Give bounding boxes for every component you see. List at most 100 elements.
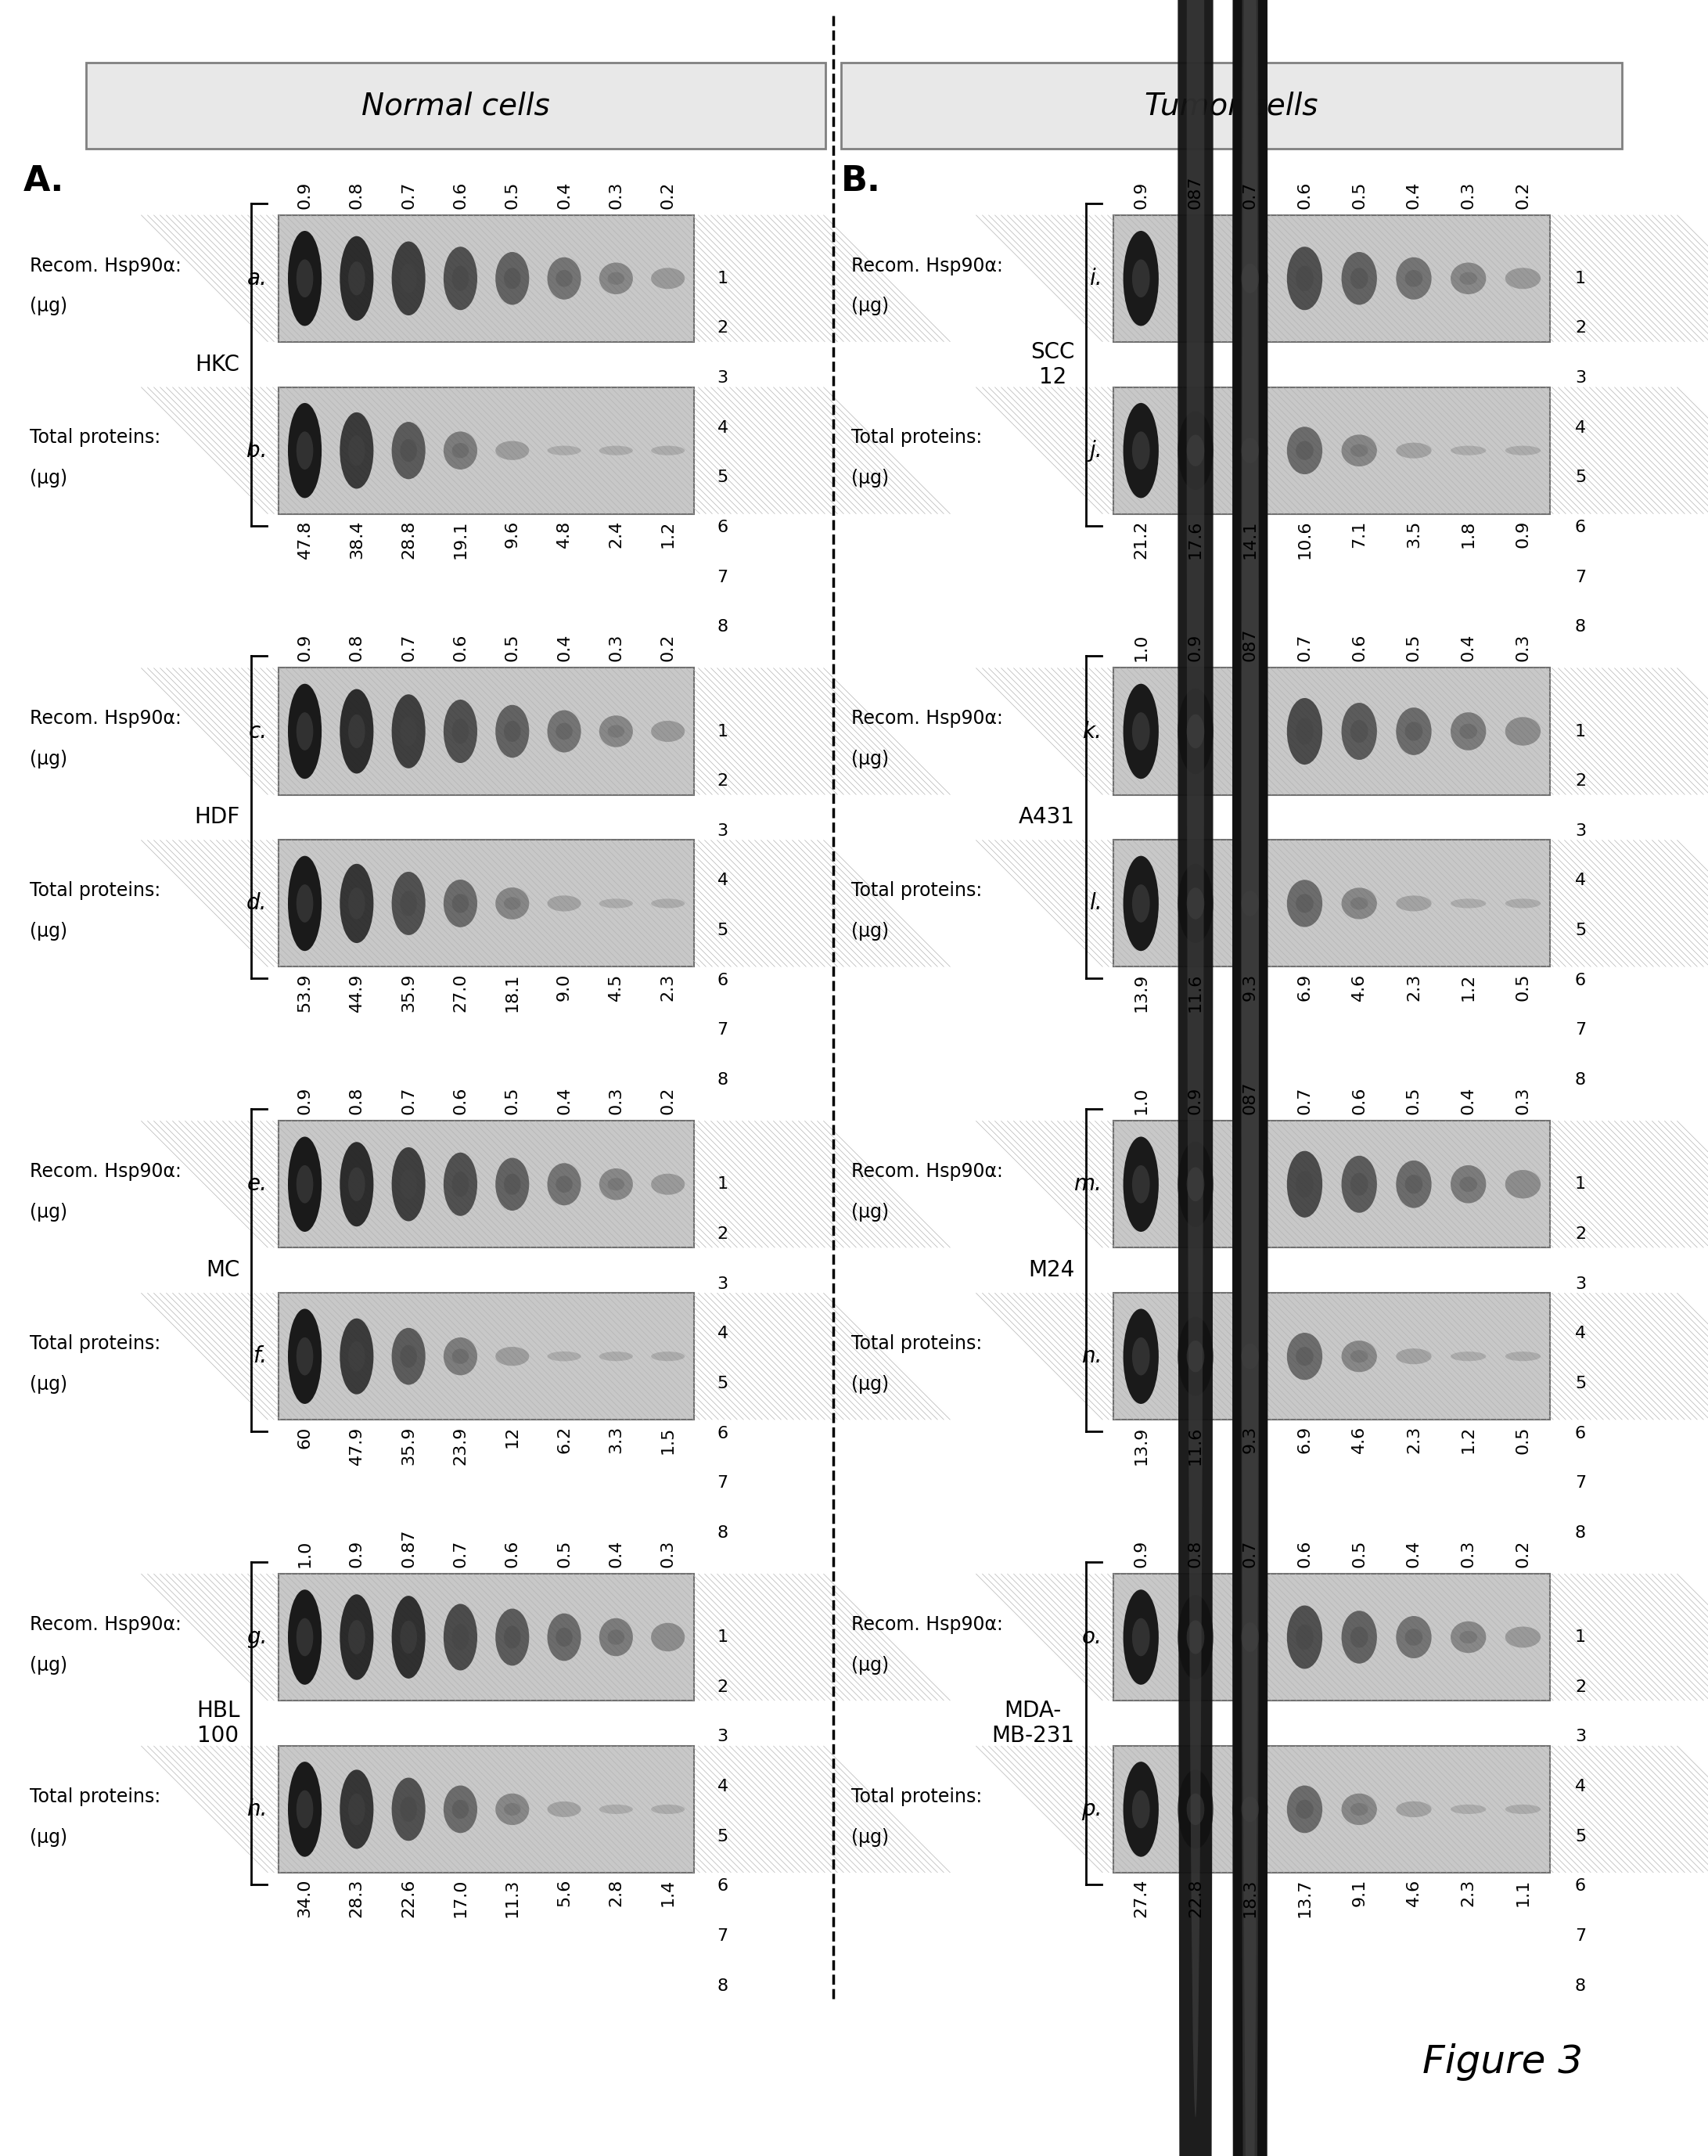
- Text: 53.9: 53.9: [297, 972, 313, 1011]
- Text: 0.4: 0.4: [608, 1539, 623, 1567]
- Ellipse shape: [1286, 1151, 1322, 1218]
- Text: 5: 5: [717, 1828, 728, 1843]
- Text: 0.5: 0.5: [557, 1539, 572, 1567]
- Text: 4: 4: [717, 873, 728, 888]
- Ellipse shape: [1233, 0, 1267, 2156]
- Text: 0.7: 0.7: [401, 634, 417, 662]
- Ellipse shape: [1341, 1794, 1377, 1824]
- Ellipse shape: [1179, 1770, 1213, 1850]
- Ellipse shape: [1187, 1621, 1204, 1654]
- Text: 8: 8: [1575, 1977, 1587, 1994]
- Text: 7: 7: [717, 1927, 728, 1945]
- Ellipse shape: [444, 1337, 477, 1376]
- Ellipse shape: [504, 1626, 521, 1649]
- Text: 4.8: 4.8: [557, 520, 572, 548]
- Text: 0.3: 0.3: [608, 181, 623, 209]
- Text: 8: 8: [717, 1072, 728, 1089]
- Text: 1.0: 1.0: [1132, 634, 1149, 662]
- Ellipse shape: [1286, 1332, 1322, 1380]
- Text: 3.3: 3.3: [608, 1425, 623, 1453]
- Text: B.: B.: [840, 164, 881, 198]
- Text: 9.1: 9.1: [1351, 1878, 1366, 1906]
- Text: 4.5: 4.5: [608, 972, 623, 1000]
- Ellipse shape: [1124, 856, 1158, 951]
- Text: 6: 6: [1575, 1878, 1587, 1895]
- Text: 2.4: 2.4: [608, 520, 623, 548]
- Text: (μg): (μg): [29, 750, 67, 768]
- Text: HBL
100: HBL 100: [196, 1699, 239, 1746]
- Ellipse shape: [504, 720, 521, 742]
- Ellipse shape: [504, 267, 521, 289]
- Ellipse shape: [1187, 1794, 1204, 1826]
- Ellipse shape: [547, 709, 581, 752]
- Text: HDF: HDF: [195, 806, 239, 828]
- Text: (μg): (μg): [851, 923, 888, 940]
- Ellipse shape: [1286, 246, 1322, 310]
- Ellipse shape: [547, 1162, 581, 1205]
- Text: 0.3: 0.3: [1460, 1539, 1476, 1567]
- Ellipse shape: [444, 880, 477, 927]
- Ellipse shape: [1395, 707, 1431, 755]
- Ellipse shape: [600, 1805, 634, 1813]
- Text: 5: 5: [1575, 470, 1587, 485]
- Text: 47.8: 47.8: [297, 520, 313, 558]
- Ellipse shape: [1505, 1352, 1541, 1360]
- Ellipse shape: [495, 888, 529, 918]
- Ellipse shape: [1296, 265, 1313, 291]
- Text: (μg): (μg): [851, 1828, 888, 1846]
- Text: 17.0: 17.0: [453, 1878, 468, 1917]
- Text: (μg): (μg): [29, 1376, 67, 1393]
- Ellipse shape: [1286, 1606, 1322, 1669]
- Ellipse shape: [1124, 1761, 1158, 1856]
- Ellipse shape: [555, 722, 572, 740]
- Ellipse shape: [1286, 880, 1322, 927]
- Text: 7: 7: [1575, 569, 1587, 584]
- Bar: [278, 841, 693, 966]
- Ellipse shape: [1406, 1628, 1423, 1645]
- Ellipse shape: [1341, 1341, 1377, 1371]
- Text: 087: 087: [1187, 175, 1204, 209]
- Text: 12: 12: [504, 1425, 521, 1449]
- Bar: [278, 1121, 693, 1248]
- Text: 4: 4: [1575, 1326, 1587, 1341]
- Ellipse shape: [1341, 703, 1377, 759]
- Text: 0.7: 0.7: [1296, 1087, 1312, 1115]
- Ellipse shape: [1242, 1621, 1259, 1651]
- Text: 4: 4: [1575, 1779, 1587, 1794]
- Text: Figure 3: Figure 3: [1423, 2044, 1583, 2081]
- Text: 2: 2: [717, 774, 728, 789]
- Ellipse shape: [453, 1350, 468, 1365]
- Text: 5: 5: [1575, 1376, 1587, 1391]
- Text: 4: 4: [717, 420, 728, 436]
- Ellipse shape: [1233, 0, 1267, 2156]
- Ellipse shape: [1459, 724, 1477, 740]
- Text: 28.8: 28.8: [401, 520, 417, 558]
- Bar: [1114, 388, 1551, 513]
- Text: l.: l.: [1090, 893, 1102, 914]
- Text: 2: 2: [717, 321, 728, 336]
- Text: 087: 087: [1242, 627, 1257, 662]
- Text: 0.2: 0.2: [1515, 1539, 1530, 1567]
- Ellipse shape: [651, 720, 685, 742]
- Ellipse shape: [1450, 899, 1486, 908]
- Ellipse shape: [1124, 683, 1158, 778]
- Text: MDA-
MB-231: MDA- MB-231: [992, 1699, 1074, 1746]
- Text: 1: 1: [717, 1630, 728, 1645]
- Text: 13.7: 13.7: [1296, 1878, 1312, 1917]
- Text: 0.9: 0.9: [297, 181, 313, 209]
- Ellipse shape: [600, 446, 634, 455]
- Text: M24: M24: [1028, 1259, 1074, 1281]
- Text: 0.9: 0.9: [1187, 634, 1204, 662]
- Ellipse shape: [1187, 1166, 1204, 1201]
- Text: o.: o.: [1081, 1626, 1102, 1647]
- Ellipse shape: [1505, 1171, 1541, 1199]
- Ellipse shape: [1242, 1796, 1259, 1822]
- Text: 0.5: 0.5: [1406, 634, 1421, 662]
- Ellipse shape: [1233, 1600, 1267, 1675]
- Text: 3.5: 3.5: [1406, 520, 1421, 548]
- Ellipse shape: [1296, 1348, 1313, 1365]
- Text: 3: 3: [717, 1729, 728, 1744]
- Ellipse shape: [400, 716, 417, 746]
- Bar: [278, 668, 693, 796]
- Ellipse shape: [600, 899, 634, 908]
